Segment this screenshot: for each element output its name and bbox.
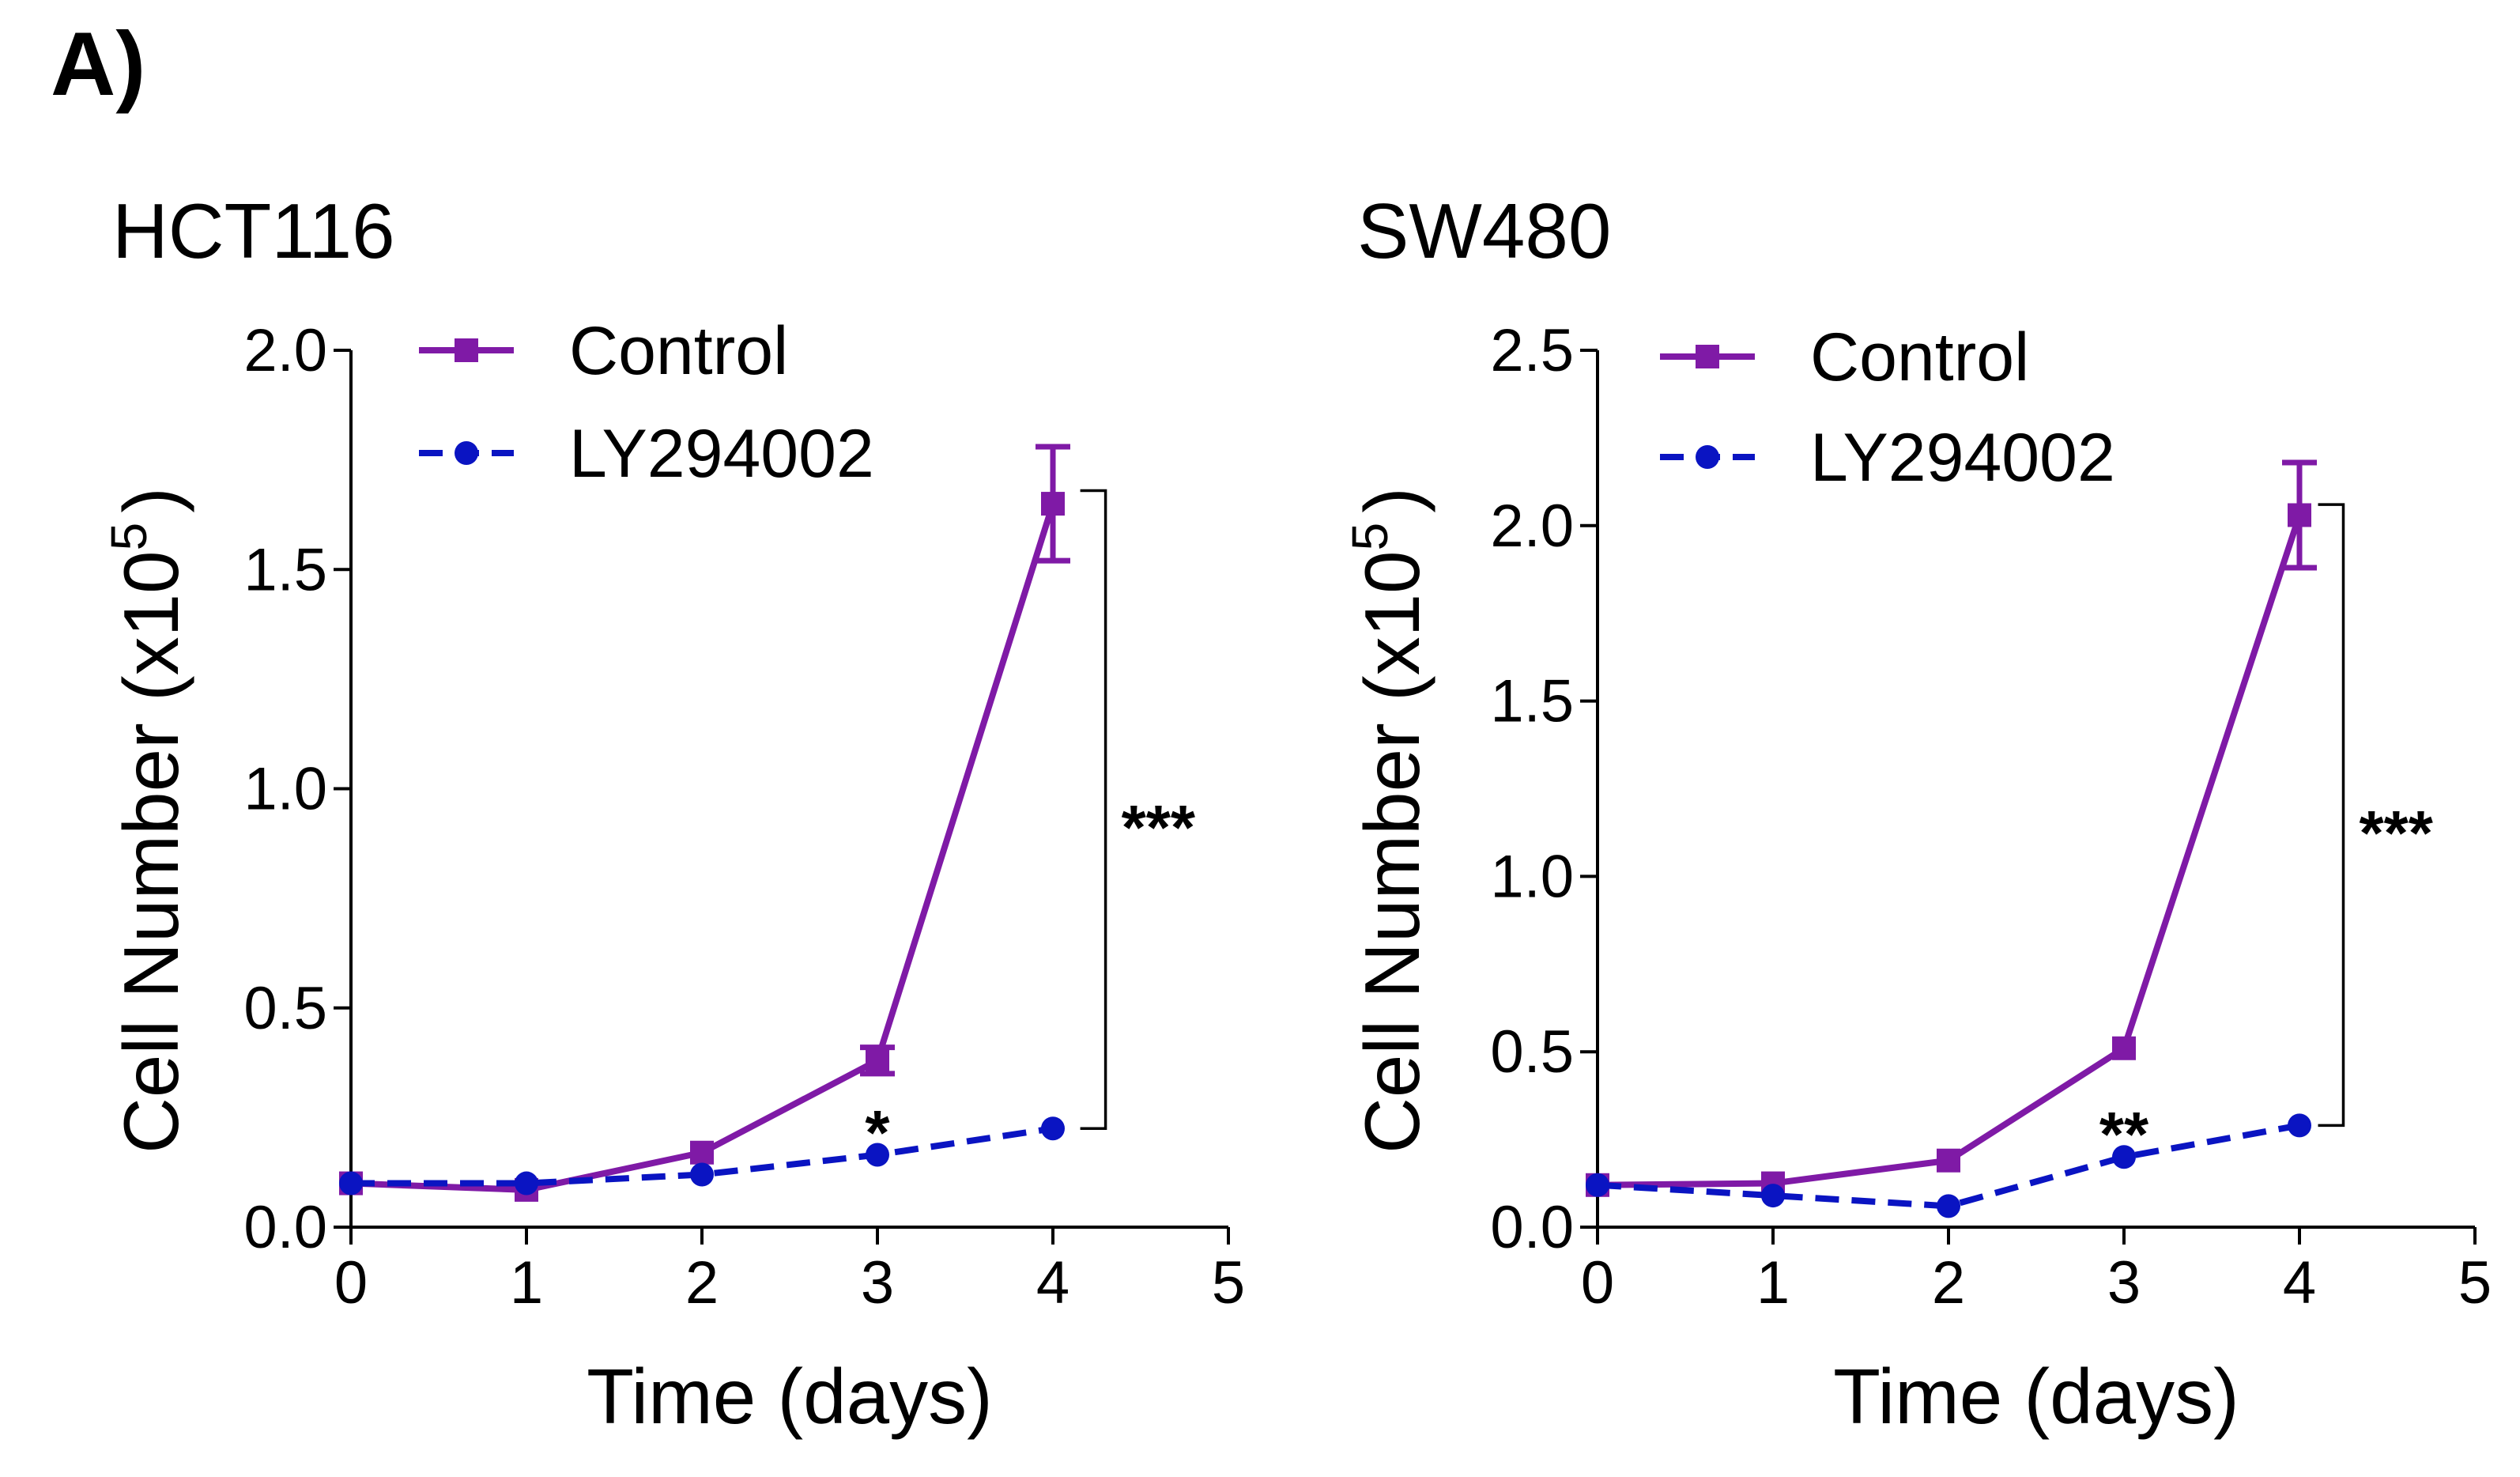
significance-bracket bbox=[1080, 489, 1107, 1130]
y-tick-label: 2.5 bbox=[1490, 317, 1574, 384]
x-tick-label: 4 bbox=[1036, 1249, 1069, 1316]
y-axis-title: Cell Number (x105) bbox=[100, 487, 194, 1154]
y-tick-label: 1.0 bbox=[1490, 843, 1574, 910]
x-axis-title: Time (days) bbox=[1833, 1353, 2239, 1440]
x-tick-label: 1 bbox=[510, 1249, 543, 1316]
y-axis-title-superscript: 5 bbox=[1341, 523, 1398, 551]
x-tick-label: 0 bbox=[1581, 1249, 1614, 1316]
data-point-ly294002 bbox=[2112, 1145, 2136, 1169]
series-line-ly294002 bbox=[351, 1125, 1054, 1187]
y-axis-title: Cell Number (x105) bbox=[1341, 487, 1435, 1154]
x-tick-label: 3 bbox=[861, 1249, 894, 1316]
x-tick-label: 4 bbox=[2283, 1249, 2316, 1316]
significance-label: *** bbox=[1122, 792, 1196, 863]
chart-title: HCT116 bbox=[112, 187, 395, 274]
y-axis-title-main: Cell Number (x10 bbox=[108, 550, 194, 1153]
data-point-ly294002 bbox=[1937, 1194, 1960, 1218]
x-tick-label: 2 bbox=[685, 1249, 719, 1316]
y-tick-label: 0.5 bbox=[1490, 1018, 1574, 1086]
series-line-control bbox=[1597, 514, 2303, 1188]
y-tick-label: 0.0 bbox=[1490, 1194, 1574, 1261]
x-tick-label: 2 bbox=[1932, 1249, 1965, 1316]
significance-bracket bbox=[2318, 503, 2345, 1128]
data-point-ly294002 bbox=[339, 1171, 363, 1196]
data-point-ly294002 bbox=[1761, 1184, 1785, 1208]
y-tick-label: 2.0 bbox=[1490, 493, 1574, 560]
data-point-control bbox=[1937, 1148, 1960, 1173]
y-axis-title-superscript: 5 bbox=[100, 523, 157, 551]
y-tick-label: 1.5 bbox=[243, 536, 327, 603]
legend-marker-ly294002 bbox=[1696, 445, 1719, 469]
x-axis-title: Time (days) bbox=[587, 1353, 993, 1440]
series-line-control bbox=[350, 502, 1056, 1193]
chart-hct116: HCT116 0.0 0.5 1.0 1.5 2.0 0 1 2 3 4 5 Time (days) Ce… bbox=[100, 187, 1245, 1440]
panel-label: A) bbox=[51, 14, 145, 115]
legend-marker-control bbox=[455, 338, 478, 362]
y-tick-label: 0.5 bbox=[243, 975, 327, 1042]
y-axis-title-main: Cell Number (x10 bbox=[1349, 550, 1435, 1153]
legend-label: Control bbox=[1810, 319, 2029, 395]
legend-label: Control bbox=[569, 313, 788, 389]
significance-label: ** bbox=[2099, 1099, 2149, 1169]
chart-title: SW480 bbox=[1357, 187, 1611, 274]
legend-label: LY294002 bbox=[569, 416, 874, 492]
x-tick-label: 5 bbox=[2458, 1249, 2492, 1316]
data-point-ly294002 bbox=[1041, 1116, 1065, 1141]
legend-label: LY294002 bbox=[1810, 420, 2115, 496]
y-tick-label: 1.0 bbox=[243, 756, 327, 823]
x-tick-label: 0 bbox=[334, 1249, 368, 1316]
series-line-ly294002 bbox=[1597, 1122, 2300, 1210]
y-tick-label: 2.0 bbox=[243, 317, 327, 384]
legend-marker-control bbox=[1696, 345, 1719, 368]
data-point-control bbox=[690, 1140, 714, 1165]
chart-sw480: SW480 0.0 0.5 1.0 1.5 2.0 2.5 0 1 2 3 4 5 Time (days)… bbox=[1341, 187, 2492, 1440]
data-point-ly294002 bbox=[1586, 1173, 1609, 1197]
data-point-ly294002 bbox=[515, 1171, 538, 1196]
data-point-control bbox=[866, 1048, 889, 1073]
data-point-ly294002 bbox=[690, 1162, 714, 1187]
y-axis-title-close: ) bbox=[1349, 487, 1435, 513]
y-axis-title-close: ) bbox=[108, 487, 194, 513]
data-point-control bbox=[1041, 492, 1065, 516]
x-tick-label: 1 bbox=[1756, 1249, 1790, 1316]
data-point-control bbox=[2288, 503, 2311, 527]
data-point-ly294002 bbox=[2288, 1113, 2311, 1138]
y-tick-label: 0.0 bbox=[243, 1194, 327, 1261]
legend-marker-ly294002 bbox=[455, 441, 478, 465]
significance-label: *** bbox=[2360, 798, 2434, 868]
data-point-ly294002 bbox=[866, 1143, 889, 1167]
data-point-control bbox=[2112, 1036, 2136, 1060]
x-tick-label: 3 bbox=[2107, 1249, 2141, 1316]
significance-label: * bbox=[865, 1097, 890, 1168]
x-tick-label: 5 bbox=[1212, 1249, 1245, 1316]
y-tick-label: 1.5 bbox=[1490, 668, 1574, 735]
